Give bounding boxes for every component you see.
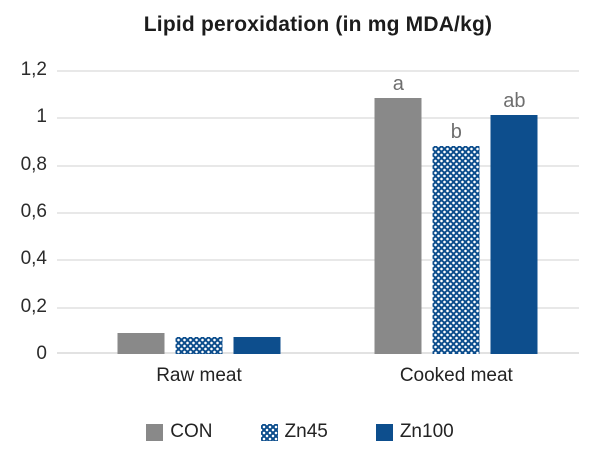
bar-wrap — [117, 333, 165, 354]
y-tick-label: 1,2 — [20, 59, 47, 80]
bar-con-cooked-meat — [374, 98, 422, 354]
bar-wrap: b — [432, 121, 480, 354]
x-axis-labels: Raw meat Cooked meat — [57, 365, 579, 391]
legend-label: Zn100 — [399, 421, 454, 442]
significance-label: a — [392, 73, 404, 95]
bar-con-raw-meat — [117, 333, 165, 354]
chart-title: Lipid peroxidation (in mg MDA/kg) — [143, 13, 493, 36]
bar-wrap — [175, 337, 223, 354]
gridline — [57, 307, 579, 309]
bar-wrap: a — [374, 73, 422, 354]
plot-area: a b ab — [57, 70, 579, 354]
gridline — [57, 70, 579, 72]
bar-zn45-raw-meat — [175, 337, 223, 354]
bar-zn100-cooked-meat — [490, 115, 538, 354]
bar-zn45-cooked-meat — [432, 146, 480, 354]
legend-item-con: CON — [146, 421, 213, 443]
gridline — [57, 117, 579, 119]
legend-label: CON — [170, 421, 213, 442]
y-tick-label: 0 — [36, 343, 47, 364]
y-tick-label: 0,6 — [20, 201, 47, 222]
gridline — [57, 259, 579, 261]
legend: CON Zn45 Zn100 — [0, 421, 600, 443]
x-category-label: Raw meat — [156, 365, 242, 386]
bar-wrap: ab — [490, 90, 538, 354]
legend-swatch-con — [146, 423, 164, 441]
bar-wrap — [233, 337, 281, 354]
legend-label: Zn45 — [284, 421, 328, 442]
legend-swatch-zn45 — [260, 423, 278, 441]
gridline — [57, 352, 579, 354]
y-tick-label: 0,4 — [20, 248, 47, 269]
legend-item-zn100: Zn100 — [375, 421, 454, 443]
bar-group-raw-meat — [117, 333, 281, 354]
legend-swatch-zn100 — [375, 423, 393, 441]
x-category-label: Cooked meat — [399, 365, 513, 386]
bar-zn100-raw-meat — [233, 337, 281, 354]
significance-label: b — [450, 121, 462, 143]
significance-label: ab — [503, 90, 526, 112]
legend-item-zn45: Zn45 — [260, 421, 328, 443]
gridline — [57, 165, 579, 167]
bar-group-cooked-meat: a b ab — [374, 73, 538, 354]
gridline — [57, 212, 579, 214]
y-tick-label: 0,8 — [20, 154, 47, 175]
y-tick-label: 0,2 — [20, 296, 47, 317]
y-tick-label: 1 — [36, 106, 47, 127]
y-axis: 1,2 1 0,8 0,6 0,4 0,2 0 — [0, 59, 47, 364]
